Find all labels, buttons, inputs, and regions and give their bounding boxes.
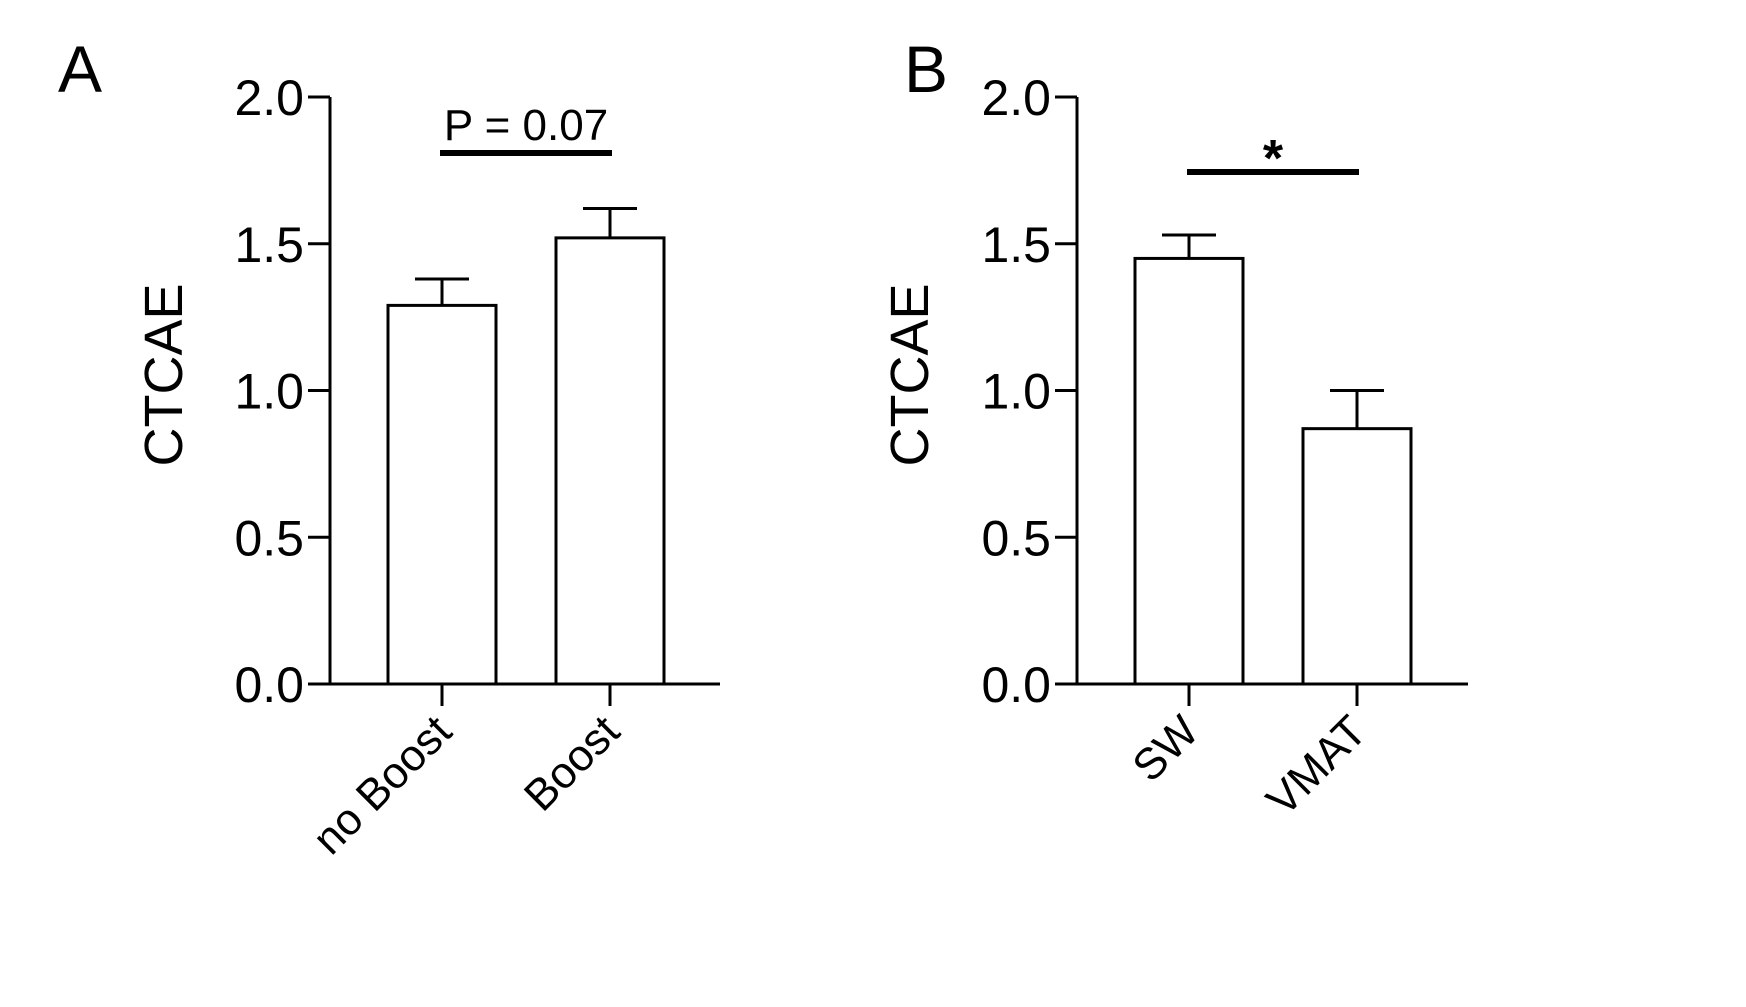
panel-a: A 0.0 0.5 1.0 1.5 2.0 CTCAE no Boost Boost P = 0… <box>58 32 720 864</box>
category-label: SW <box>1123 706 1208 791</box>
y-axis-title: CTCAE <box>880 283 940 466</box>
y-axis-title: CTCAE <box>134 283 194 466</box>
bar <box>1133 256 1245 686</box>
y-tick-label: 0.0 <box>981 657 1051 713</box>
y-tick-label: 2.0 <box>234 70 304 126</box>
bar <box>1301 427 1413 686</box>
category-label: VMAT <box>1257 706 1376 825</box>
panel-label-b: B <box>904 32 948 106</box>
y-tick-label: 2.0 <box>981 70 1051 126</box>
p-value-annotation: P = 0.07 <box>444 101 608 150</box>
y-tick-label: 1.5 <box>234 217 304 273</box>
bar <box>554 236 666 686</box>
y-tick-label: 1.5 <box>981 217 1051 273</box>
category-label: no Boost <box>304 706 461 863</box>
panel-b: B 0.0 0.5 1.0 1.5 2.0 CTCAE SW VMAT * <box>880 32 1468 825</box>
category-label: Boost <box>515 706 629 820</box>
y-tick-label: 0.0 <box>234 657 304 713</box>
significance-star: * <box>1263 130 1284 188</box>
y-tick-label: 0.5 <box>234 510 304 566</box>
y-tick-label: 1.0 <box>981 364 1051 420</box>
y-tick-label: 0.5 <box>981 510 1051 566</box>
y-tick-label: 1.0 <box>234 364 304 420</box>
panel-label-a: A <box>58 32 102 106</box>
bar <box>386 303 498 686</box>
